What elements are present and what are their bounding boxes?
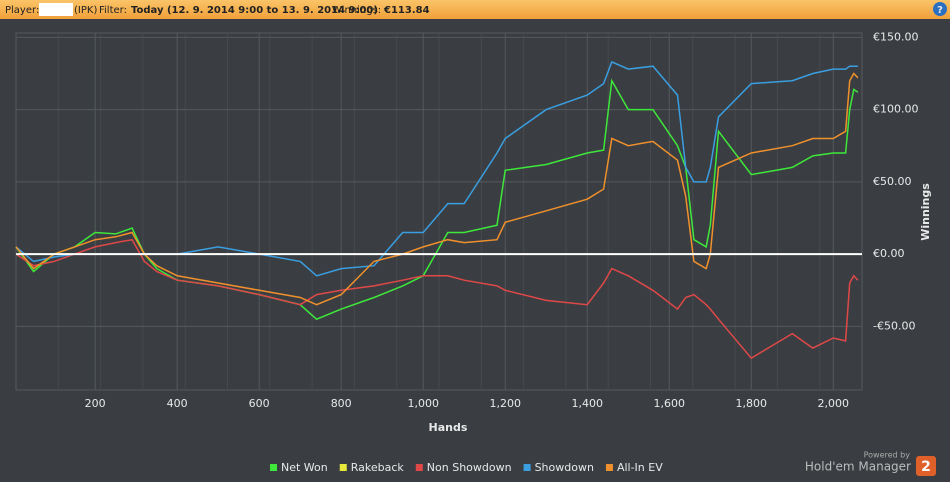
legend-swatch xyxy=(339,464,347,471)
help-icon[interactable]: ? xyxy=(937,5,943,16)
legend-label: Net Won xyxy=(281,461,328,474)
x-tick-label: 600 xyxy=(249,397,270,410)
winnings-label: Winnings: xyxy=(332,5,381,16)
product-name: Hold'em Manager xyxy=(805,460,911,474)
filter-label: Filter: xyxy=(99,5,127,16)
legend-label: Showdown xyxy=(535,461,594,474)
player-redacted xyxy=(39,3,73,16)
y-tick-label: €150.00 xyxy=(873,30,919,43)
y-tick-label: -€50.00 xyxy=(873,319,915,332)
x-tick-label: 2,000 xyxy=(818,397,850,410)
series-line xyxy=(15,238,859,360)
y-tick-label: €0.00 xyxy=(873,247,905,260)
y-tick-label: €100.00 xyxy=(873,103,919,116)
series-line xyxy=(15,72,859,306)
x-tick-label: 800 xyxy=(331,397,352,410)
legend-label: Non Showdown xyxy=(427,461,512,474)
header-bar xyxy=(0,0,950,19)
filter-value: Today (12. 9. 2014 9:00 to 13. 9. 2014 9… xyxy=(131,5,378,16)
legend-label: All-In EV xyxy=(617,461,663,474)
x-tick-label: 1,200 xyxy=(489,397,521,410)
x-axis-label: Hands xyxy=(429,421,468,434)
player-suffix: (IPK) xyxy=(74,5,97,16)
x-tick-label: 1,000 xyxy=(407,397,439,410)
logo-version: 2 xyxy=(921,459,931,475)
powered-by: Powered by xyxy=(864,451,911,460)
x-tick-label: 1,800 xyxy=(736,397,768,410)
logo-badge xyxy=(916,456,936,476)
legend-swatch xyxy=(523,464,531,471)
legend-swatch xyxy=(415,464,423,471)
help-button[interactable] xyxy=(933,2,947,16)
player-label: Player: xyxy=(5,5,39,16)
x-tick-label: 200 xyxy=(85,397,106,410)
x-tick-label: 400 xyxy=(167,397,188,410)
legend-swatch xyxy=(605,464,613,471)
legend-label: Rakeback xyxy=(351,461,405,474)
legend-swatch xyxy=(270,464,277,471)
winnings-value: €113.84 xyxy=(383,5,430,16)
x-tick-label: 1,600 xyxy=(654,397,686,410)
y-tick-label: €50.00 xyxy=(873,175,912,188)
y-axis-label: Winnings xyxy=(919,183,932,241)
x-tick-label: 1,400 xyxy=(571,397,603,410)
